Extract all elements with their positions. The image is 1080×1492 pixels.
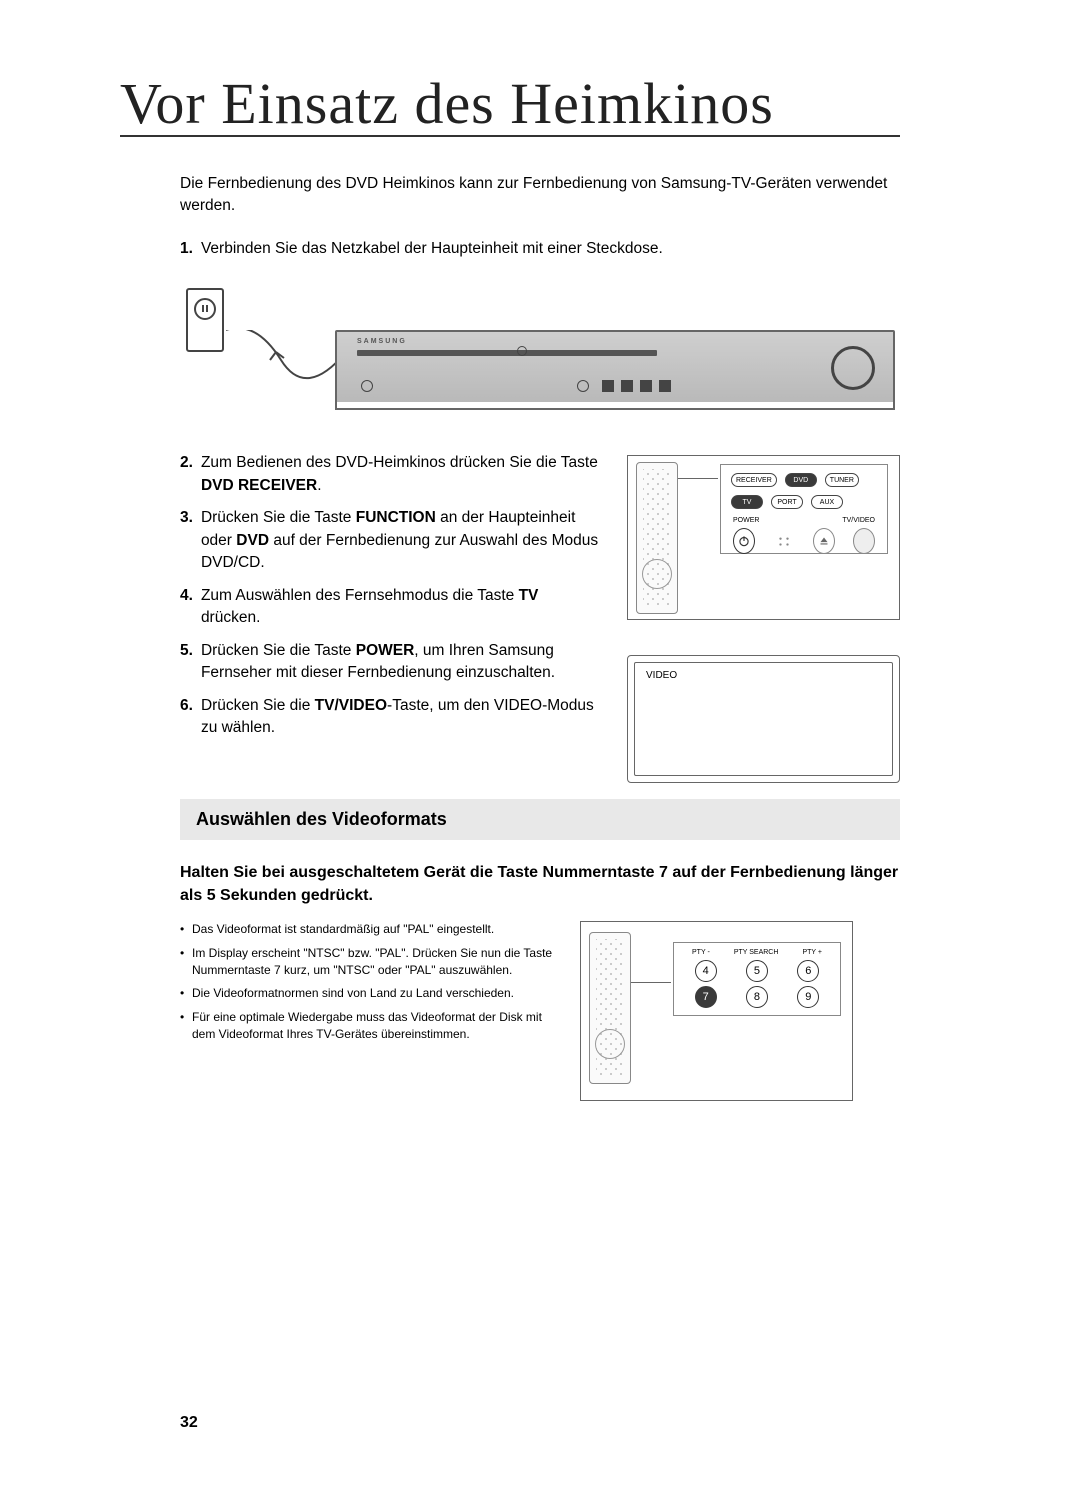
step-3-text: Drücken Sie die Taste FUNCTION an der Ha…	[201, 507, 601, 574]
remote-zoom-numpad: PTY - PTY SEARCH PTY + 4 5 6 7 8 9	[673, 942, 841, 1016]
step-6-text: Drücken Sie die TV/VIDEO-Taste, um den V…	[201, 695, 601, 740]
list-item: Für eine optimale Wiedergabe muss das Vi…	[180, 1009, 560, 1044]
pty-search-label: PTY SEARCH	[734, 949, 779, 956]
numpad-6: 6	[797, 960, 819, 982]
step-1-text: Verbinden Sie das Netzkabel der Hauptein…	[201, 238, 900, 260]
list-item: Die Videoformatnormen sind von Land zu L…	[180, 985, 560, 1002]
step-2-number: 2.	[180, 452, 193, 474]
eject-icon	[813, 528, 835, 554]
power-label: POWER	[733, 517, 759, 524]
power-outlet-icon	[186, 288, 224, 352]
tuner-chip: TUNER	[825, 473, 859, 487]
step-4-text: Zum Auswählen des Fernsehmodus die Taste…	[201, 585, 601, 630]
small-controls-icon	[773, 528, 795, 554]
dvd-player-icon: SAMSUNG	[335, 330, 895, 404]
step-2-text: Zum Bedienen des DVD-Heimkinos drücken S…	[201, 452, 601, 497]
tvvideo-icon	[853, 528, 875, 554]
page-number: 32	[180, 1414, 198, 1432]
numpad-9: 9	[797, 986, 819, 1008]
tv-chip: TV	[731, 495, 763, 509]
step-1-number: 1.	[180, 238, 193, 260]
pty-plus-label: PTY +	[802, 949, 822, 956]
device-illustration: SAMSUNG	[180, 288, 900, 418]
intro-text: Die Fernbedienung des DVD Heimkinos kann…	[180, 173, 900, 218]
step-6-number: 6.	[180, 695, 193, 717]
bullet-list: Das Videoformat ist standardmäßig auf "P…	[180, 921, 560, 1049]
numpad-4: 4	[695, 960, 717, 982]
pty-minus-label: PTY -	[692, 949, 710, 956]
list-item: Das Videoformat ist standardmäßig auf "P…	[180, 921, 560, 938]
step-3-number: 3.	[180, 507, 193, 529]
numpad-7: 7	[695, 986, 717, 1008]
remote-thumbnail-icon	[636, 462, 678, 614]
numpad-5: 5	[746, 960, 768, 982]
dvd-chip: DVD	[785, 473, 817, 487]
port-chip: PORT	[771, 495, 803, 509]
tvvideo-label: TV/VIDEO	[842, 517, 875, 524]
list-item: Im Display erscheint "NTSC" bzw. "PAL". …	[180, 945, 560, 980]
section-heading: Auswählen des Videoformats	[180, 799, 900, 840]
aux-chip: AUX	[811, 495, 843, 509]
player-brand: SAMSUNG	[357, 338, 407, 345]
receiver-chip: RECEIVER	[731, 473, 777, 487]
step-5-number: 5.	[180, 640, 193, 662]
tv-osd-label: VIDEO	[646, 670, 677, 681]
power-icon	[733, 528, 755, 554]
step-4-number: 4.	[180, 585, 193, 607]
remote-thumbnail-icon	[589, 932, 631, 1084]
remote-zoom-mode-buttons: RECEIVER DVD TUNER TV PORT AUX POWER TV/…	[720, 464, 888, 554]
section-subheading: Halten Sie bei ausgeschaltetem Gerät die…	[180, 862, 900, 907]
numpad-8: 8	[746, 986, 768, 1008]
page-title: Vor Einsatz des Heimkinos	[120, 74, 900, 137]
remote-callout-numbers: PTY - PTY SEARCH PTY + 4 5 6 7 8 9	[580, 921, 853, 1101]
power-cable-icon	[226, 330, 346, 380]
step-1: 1. Verbinden Sie das Netzkabel der Haupt…	[180, 238, 900, 260]
tv-screen-illustration: VIDEO	[627, 655, 900, 783]
remote-callout-mode: RECEIVER DVD TUNER TV PORT AUX POWER TV/…	[627, 455, 900, 620]
step-5-text: Drücken Sie die Taste POWER, um Ihren Sa…	[201, 640, 601, 685]
